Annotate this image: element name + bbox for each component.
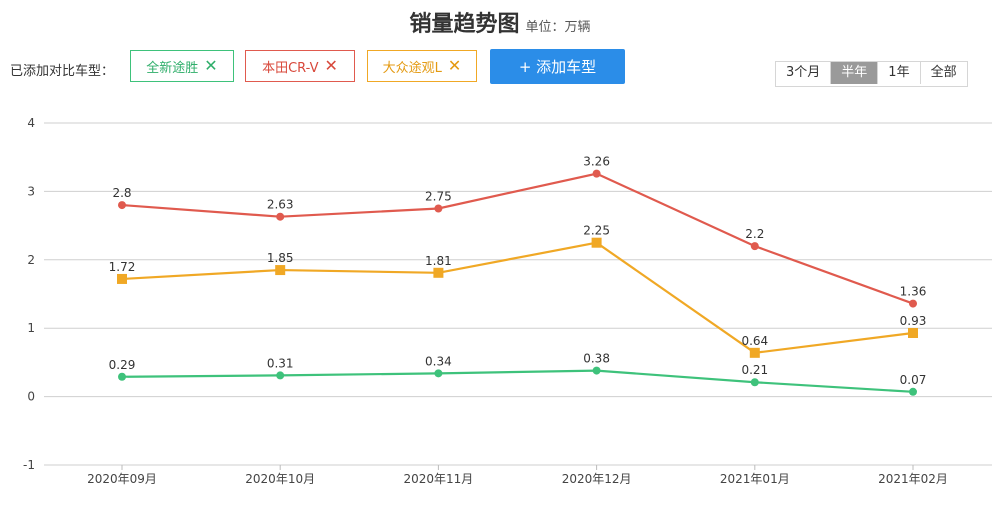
data-label: 2.2 xyxy=(745,227,764,241)
compare-chip-tiguan[interactable]: 大众途观L ✕ xyxy=(367,50,477,82)
page-title: 销量趋势图 xyxy=(409,12,520,37)
data-point xyxy=(592,169,601,178)
x-tick-label: 2020年11月 xyxy=(403,472,473,486)
x-tick-label: 2021年01月 xyxy=(720,472,790,486)
range-tab-1-year[interactable]: 1年 xyxy=(878,62,921,84)
data-point xyxy=(118,372,126,381)
y-tick-label: 2 xyxy=(27,253,35,267)
data-label: 3.26 xyxy=(583,155,610,169)
data-label: 2.25 xyxy=(583,224,610,238)
data-label: 2.63 xyxy=(267,198,294,212)
data-label: 0.34 xyxy=(425,354,452,368)
compare-label: 已添加对比车型： xyxy=(10,64,115,79)
data-label: 0.93 xyxy=(900,314,927,328)
data-label: 0.38 xyxy=(583,352,610,366)
data-label: 0.29 xyxy=(109,358,136,372)
data-point xyxy=(908,327,918,338)
range-tab-all[interactable]: 全部 xyxy=(920,62,967,84)
data-point xyxy=(750,242,759,251)
range-tab-half-year[interactable]: 半年 xyxy=(831,62,879,84)
chip-label: 全新途胜 xyxy=(146,60,199,76)
data-label: 1.36 xyxy=(900,285,927,299)
chip-label: 大众途观L xyxy=(382,60,442,76)
close-icon[interactable]: ✕ xyxy=(447,56,462,75)
data-point xyxy=(749,347,760,358)
y-tick-label: 1 xyxy=(27,321,35,335)
x-tick-label: 2021年02月 xyxy=(878,472,948,486)
close-icon[interactable]: ✕ xyxy=(204,56,218,75)
close-icon[interactable]: ✕ xyxy=(324,56,338,75)
data-point xyxy=(433,267,444,278)
data-label: 0.07 xyxy=(900,373,927,387)
data-label: 1.85 xyxy=(267,251,294,265)
data-point xyxy=(750,378,759,387)
unit-label: 单位：万辆 xyxy=(525,20,591,35)
data-point xyxy=(434,369,443,378)
data-point xyxy=(276,371,285,380)
line-chart-svg: -1 0 1 2 3 4 2020年09月 2020年10月 2020年11月 2020年12月 2… xyxy=(23,116,992,486)
data-label: 2.8 xyxy=(112,186,131,200)
data-point xyxy=(434,204,443,213)
compare-chip-crv[interactable]: 本田CR-V ✕ xyxy=(245,50,355,82)
y-tick-label: -1 xyxy=(23,458,35,472)
y-tick-label: 3 xyxy=(27,184,35,198)
data-label: 0.21 xyxy=(741,363,768,377)
time-range-tabs: 3个月 半年 1年 全部 xyxy=(775,61,968,87)
chip-label: 本田CR-V xyxy=(262,60,319,76)
data-label: 2.75 xyxy=(425,190,452,204)
series-line xyxy=(121,369,914,393)
data-point xyxy=(591,237,602,248)
add-model-button[interactable]: + 添加车型 xyxy=(490,49,625,84)
series-line xyxy=(121,241,914,354)
compare-chip-tucson[interactable]: 全新途胜 ✕ xyxy=(130,50,234,82)
series-line xyxy=(121,172,914,305)
data-point xyxy=(117,273,127,284)
y-tick-label: 0 xyxy=(27,390,35,404)
data-point xyxy=(592,366,601,375)
data-label: 0.31 xyxy=(267,356,294,370)
data-point xyxy=(276,212,285,221)
y-tick-label: 4 xyxy=(27,116,35,130)
chart-header: 销量趋势图 单位：万辆 xyxy=(0,6,1000,38)
data-point xyxy=(909,387,917,396)
x-tick-label: 2020年12月 xyxy=(562,472,632,486)
x-tick-label: 2020年10月 xyxy=(245,472,315,486)
data-point xyxy=(909,299,917,308)
data-point xyxy=(275,265,286,276)
data-label: 1.72 xyxy=(109,260,136,274)
x-tick-label: 2020年09月 xyxy=(87,472,157,486)
data-label: 0.64 xyxy=(741,334,768,348)
range-tab-3-months[interactable]: 3个月 xyxy=(776,62,832,84)
data-label: 1.81 xyxy=(425,254,452,268)
data-point xyxy=(118,201,126,210)
sales-trend-chart: -1 0 1 2 3 4 2020年09月 2020年10月 2020年11月 2020年12月 2… xyxy=(0,108,1000,501)
